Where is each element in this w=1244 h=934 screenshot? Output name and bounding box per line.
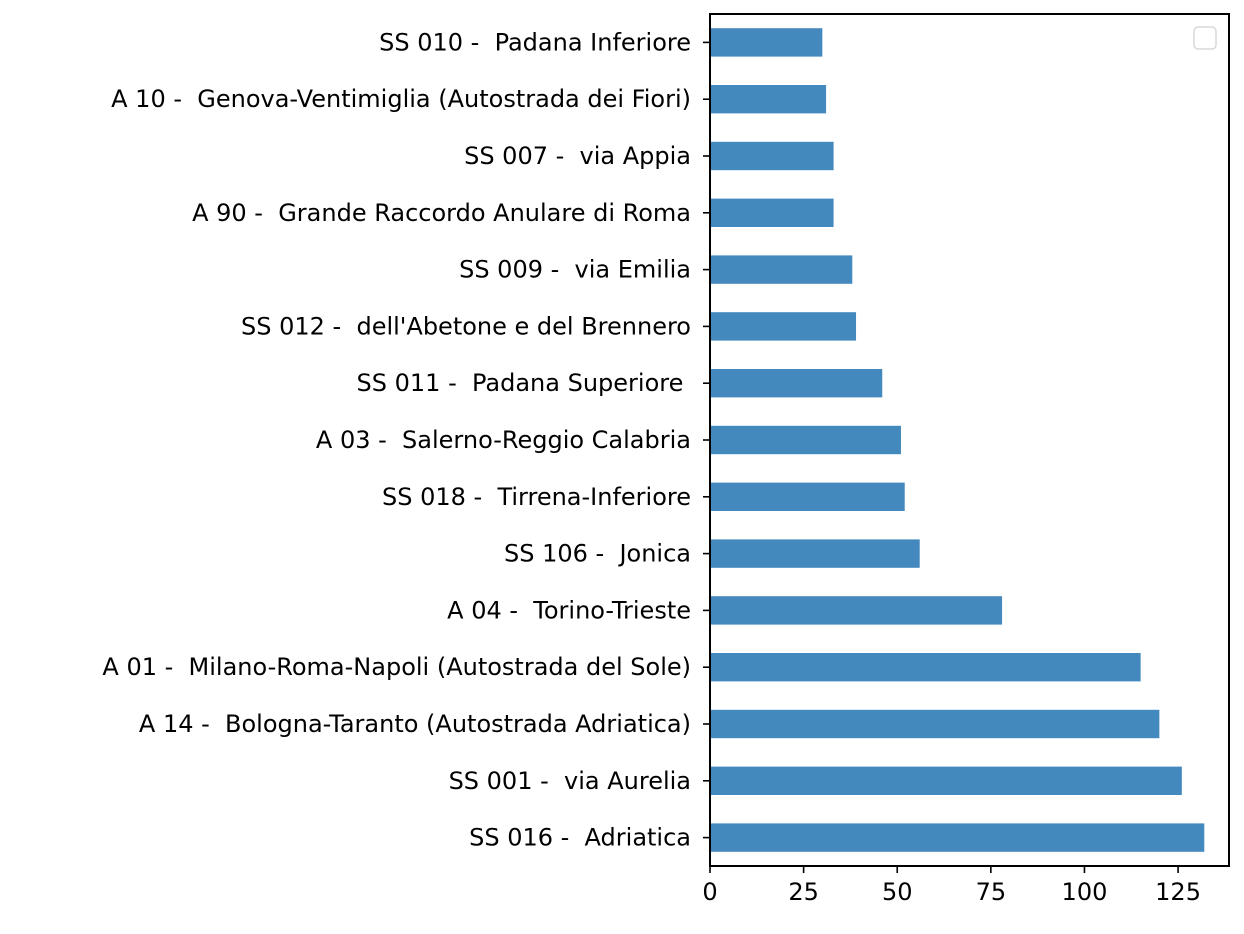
y-tick-label: SS 106 - Jonica — [504, 540, 691, 568]
y-tick-label: A 01 - Milano-Roma-Napoli (Autostrada de… — [102, 653, 691, 681]
bar — [710, 766, 1182, 795]
bar — [710, 198, 834, 227]
y-tick-label: A 90 - Grande Raccordo Anulare di Roma — [192, 199, 691, 227]
x-tick-label: 50 — [882, 878, 913, 906]
bar — [710, 653, 1141, 682]
plot-frame — [709, 13, 1230, 867]
x-ticks-layer: 0 25 50 75 100 125 — [702, 866, 1201, 906]
y-tick-label: A 03 - Salerno-Reggio Calabria — [316, 426, 691, 454]
y-tick-label: A 04 - Torino-Trieste — [447, 596, 691, 624]
x-tick-label: 25 — [788, 878, 819, 906]
bar — [710, 539, 920, 568]
y-tick-label: SS 001 - via Aurelia — [449, 767, 691, 795]
y-tick-label: SS 009 - via Emilia — [459, 256, 691, 284]
bar — [710, 141, 834, 171]
bar — [710, 823, 1205, 852]
bars-layer — [710, 28, 1205, 852]
y-tick-label: SS 016 - Adriatica — [469, 824, 691, 852]
bar — [710, 425, 901, 455]
bar — [710, 482, 905, 511]
bar — [710, 369, 883, 398]
x-tick-label: 75 — [976, 878, 1007, 906]
y-tick-label: SS 018 - Tirrena-Inferiore — [382, 483, 691, 511]
y-tick-label: A 14 - Bologna-Taranto (Autostrada Adria… — [139, 710, 691, 738]
y-tick-label: SS 007 - via Appia — [464, 142, 691, 170]
bar — [710, 596, 1003, 625]
y-tick-label: SS 010 - Padana Inferiore — [379, 28, 691, 56]
legend-box — [1193, 26, 1217, 50]
bar — [710, 255, 853, 284]
bar — [710, 85, 827, 114]
bar — [710, 28, 823, 57]
bar — [710, 709, 1160, 739]
y-tick-label: SS 011 - Padana Superiore — [357, 369, 691, 397]
bar — [710, 312, 857, 341]
y-tick-label: A 10 - Genova-Ventimiglia (Autostrada de… — [111, 85, 691, 113]
y-ticks-layer: SS 016 - Adriatica SS 001 - via Aurelia A … — [102, 28, 710, 852]
x-tick-label: 125 — [1155, 878, 1201, 906]
y-tick-label: SS 012 - dell'Abetone e del Brennero — [241, 312, 691, 340]
x-tick-label: 0 — [702, 878, 717, 906]
x-tick-label: 100 — [1062, 878, 1108, 906]
